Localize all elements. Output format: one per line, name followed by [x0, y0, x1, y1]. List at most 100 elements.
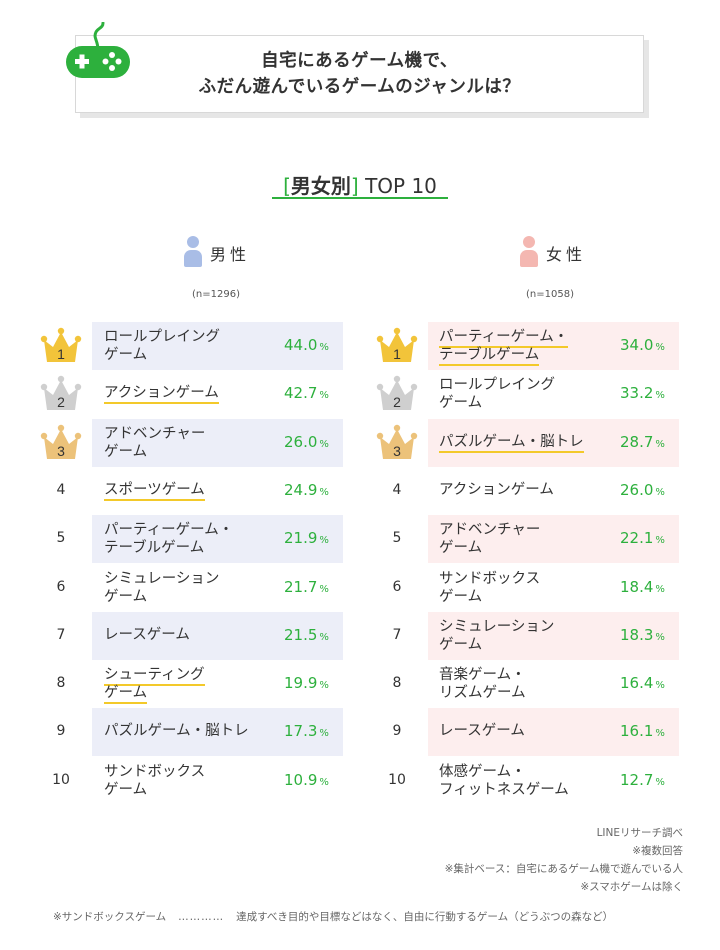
- percent-value: 21.5%: [284, 625, 329, 644]
- rank-number: 10: [52, 771, 70, 788]
- rank-number: 3: [393, 443, 401, 459]
- rank-number: 2: [393, 394, 401, 410]
- percent-value: 34.0%: [620, 336, 665, 354]
- rank-number: 4: [392, 481, 402, 498]
- genre-name-line: レースゲーム: [439, 723, 525, 740]
- genre-name-line: シミュレーション: [439, 618, 555, 635]
- percent-value: 42.7%: [284, 384, 329, 403]
- rank-number: 10: [388, 771, 406, 788]
- genre-name-line: パズルゲーム・脳トレ: [439, 433, 584, 453]
- genre-name: パーティーゲーム・ テーブルゲーム: [439, 328, 569, 366]
- genre-name-line: ゲーム: [104, 685, 148, 705]
- genre-name: パーティーゲーム・ テーブルゲーム: [104, 521, 233, 557]
- female-sample-size: (n=1058): [526, 289, 574, 300]
- genre-name: レースゲーム: [104, 626, 190, 644]
- percent-value: 21.9%: [284, 529, 329, 548]
- genre-name-line: フィットネスゲーム: [439, 781, 569, 798]
- rank-number: 2: [57, 394, 65, 410]
- percent-value: 18.4%: [620, 577, 665, 596]
- genre-name: アクションゲーム: [439, 481, 554, 499]
- genre-name: パズルゲーム・脳トレ: [104, 722, 249, 740]
- percent-value: 22.1%: [620, 529, 665, 548]
- genre-name: アドベンチャー ゲーム: [104, 425, 205, 461]
- genre-name-line: アドベンチャー: [104, 425, 206, 442]
- genre-name-line: レースゲーム: [104, 626, 190, 643]
- male-row-10: 10 サンドボックス ゲーム 10.9%: [0, 757, 720, 805]
- section-underline: [272, 197, 448, 199]
- percent-value: 26.0%: [284, 432, 329, 451]
- rank-number: 9: [392, 723, 402, 740]
- genre-name: 体感ゲーム・ フィットネスゲーム: [439, 763, 569, 799]
- genre-name-line: ゲーム: [439, 395, 483, 412]
- bracket-open: [: [283, 174, 291, 198]
- rank-number: 8: [56, 675, 66, 692]
- genre-name-line: 体感ゲーム・: [439, 763, 526, 780]
- note-exclusion: ※スマホゲームは除く: [580, 881, 683, 893]
- genre-name: ロールプレイング ゲーム: [104, 328, 220, 364]
- male-row-highlight: [92, 322, 343, 370]
- rank-number: 5: [392, 530, 402, 547]
- genre-name-line: ゲーム: [104, 588, 148, 605]
- page-title: 自宅にあるゲーム機で、 ふだん遊んでいるゲームのジャンルは？: [76, 48, 643, 100]
- crown-gold-icon: 1: [376, 327, 418, 362]
- genre-name-line: ゲーム: [439, 588, 483, 605]
- male-person-icon: [184, 236, 202, 268]
- male-row-8: 8 シューティング ゲーム 19.9%: [0, 660, 720, 708]
- percent-value: 16.1%: [620, 722, 665, 741]
- female-row-5: 5 アドベンチャー ゲーム 22.1%: [0, 515, 720, 564]
- genre-name-line: ゲーム: [104, 443, 148, 460]
- survey-notes: LINEリサーチ調べ ※複数回答 ※集計ベース：自宅にあるゲーム機で遊んでいる人…: [445, 824, 683, 896]
- percent-value: 17.3%: [284, 722, 329, 741]
- genre-name-line: ゲーム: [439, 540, 483, 557]
- genre-name-line: アドベンチャー: [439, 522, 541, 539]
- female-row-9: 9 レースゲーム 16.1%: [0, 708, 720, 757]
- genre-name-line: スポーツゲーム: [104, 481, 205, 501]
- rank-number: 6: [392, 578, 402, 595]
- section-label: 男女別: [290, 174, 351, 198]
- note-base: ※集計ベース：自宅にあるゲーム機で遊んでいる人: [444, 863, 683, 875]
- rank-number: 8: [392, 675, 402, 692]
- female-row-10: 10 体感ゲーム・ フィットネスゲーム 12.7%: [0, 757, 720, 805]
- genre-name: シミュレーション ゲーム: [439, 618, 554, 654]
- genre-name-line: パーティーゲーム・: [439, 329, 569, 348]
- percent-value: 26.0%: [620, 480, 665, 499]
- rank-number: 9: [56, 723, 66, 740]
- female-person-icon: [520, 236, 538, 268]
- title-box: 自宅にあるゲーム機で、 ふだん遊んでいるゲームのジャンルは？: [75, 35, 644, 113]
- footnote-term: ※サンドボックスゲーム: [53, 911, 167, 923]
- genre-name-line: ゲーム: [104, 781, 148, 798]
- genre-name-line: サンドボックス: [439, 570, 541, 587]
- genre-name-line: テーブルゲーム: [439, 347, 540, 366]
- percent-value: 33.2%: [620, 384, 665, 403]
- female-row-1: 1 パーティーゲーム・ テーブルゲーム 34.0%: [0, 322, 720, 370]
- crown-silver-icon: 2: [40, 376, 82, 411]
- genre-name-line: ロールプレイング: [439, 377, 555, 394]
- percent-value: 24.9%: [284, 480, 329, 499]
- rank-number: 7: [392, 626, 402, 643]
- female-row-highlight: [428, 322, 679, 370]
- female-row-7: 7 シミュレーション ゲーム 18.3%: [0, 611, 720, 660]
- title-line-1: 自宅にあるゲーム機で、: [261, 51, 458, 71]
- female-row-highlight: [428, 515, 679, 564]
- percent-value: 18.3%: [620, 625, 665, 644]
- rank-number: 1: [57, 346, 65, 362]
- percent-value: 28.7%: [620, 432, 665, 451]
- game-controller-icon: [66, 22, 130, 78]
- genre-name-line: 音楽ゲーム・: [439, 667, 526, 684]
- female-row-6: 6 サンドボックス ゲーム 18.4%: [0, 564, 720, 612]
- section-title: [男女別] TOP 10: [0, 170, 720, 199]
- male-row-highlight: [92, 418, 343, 467]
- genre-name-line: リズムゲーム: [439, 685, 526, 702]
- section-suffix: TOP 10: [365, 174, 437, 198]
- note-multiple: ※複数回答: [632, 845, 683, 857]
- genre-name: ロールプレイング ゲーム: [439, 376, 555, 412]
- genre-name: パズルゲーム・脳トレ: [439, 433, 584, 453]
- male-label: 男性: [210, 245, 251, 264]
- rank-number: 1: [393, 346, 401, 362]
- male-row-6: 6 シミュレーション ゲーム 21.7%: [0, 564, 720, 612]
- genre-name: シミュレーション ゲーム: [104, 570, 219, 606]
- female-row-highlight: [428, 418, 679, 467]
- male-row-highlight: [92, 708, 343, 757]
- genre-name: アドベンチャー ゲーム: [439, 521, 540, 557]
- crown-silver-icon: 2: [376, 376, 418, 411]
